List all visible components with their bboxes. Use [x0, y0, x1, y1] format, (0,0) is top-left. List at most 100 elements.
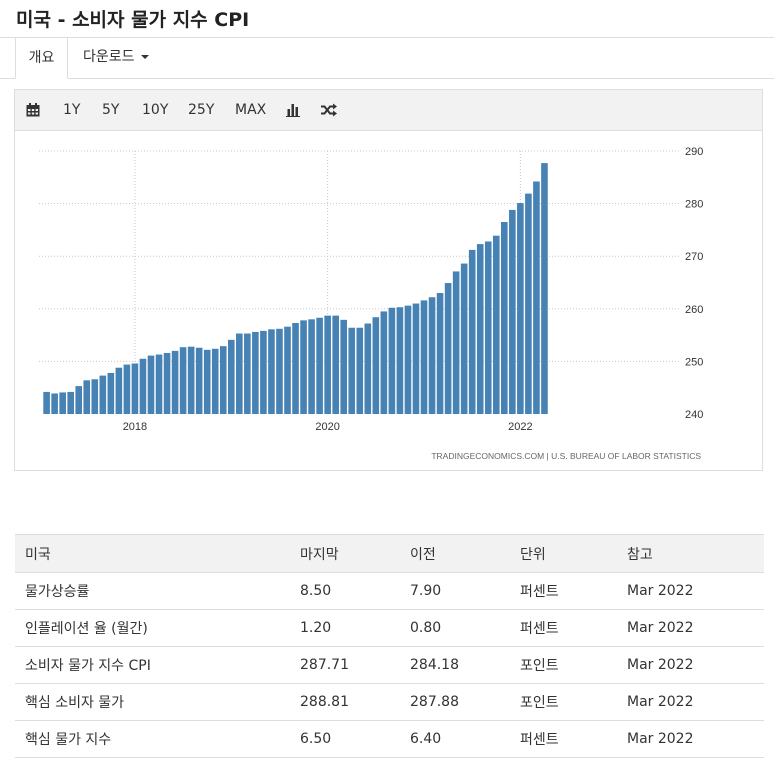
cpi-bar[interactable]: [147, 355, 155, 414]
column-header-previous: 이전: [400, 534, 510, 573]
last-value: 6.50: [290, 720, 400, 758]
cpi-bar[interactable]: [51, 393, 58, 414]
cpi-bar[interactable]: [236, 333, 243, 414]
cpi-bar[interactable]: [163, 352, 171, 414]
cpi-bar-chart: 240 250 260 270 280 290 2018 2020 2022 TRADINGEC…: [39, 146, 703, 461]
indicator-link[interactable]: 핵심 물가 지수: [25, 732, 112, 748]
shuffle-icon[interactable]: [321, 90, 337, 130]
cpi-bar[interactable]: [67, 391, 74, 414]
range-max-button[interactable]: MAX: [235, 102, 267, 118]
last-value: 288.81: [290, 683, 400, 721]
cpi-bar[interactable]: [396, 307, 404, 414]
table-row: 물가상승률 8.50 7.90 퍼센트 Mar 2022: [15, 572, 764, 610]
cpi-bar[interactable]: [260, 330, 267, 414]
cpi-bar[interactable]: [155, 354, 163, 414]
cpi-bar[interactable]: [404, 305, 412, 414]
cpi-bar[interactable]: [203, 349, 211, 414]
indicator-link[interactable]: 인플레이션 율 (월간): [25, 621, 148, 637]
cpi-bar[interactable]: [324, 315, 331, 414]
range-25y-button[interactable]: 25Y: [188, 102, 215, 118]
cpi-bar[interactable]: [75, 386, 83, 414]
cpi-bar[interactable]: [541, 163, 548, 414]
cpi-bar[interactable]: [348, 327, 356, 414]
cpi-bar[interactable]: [372, 317, 380, 414]
cpi-bar[interactable]: [268, 329, 275, 414]
cpi-bar[interactable]: [501, 222, 508, 414]
cpi-bar[interactable]: [420, 300, 428, 414]
cpi-bar[interactable]: [43, 391, 50, 414]
calendar-icon[interactable]: [26, 90, 40, 130]
tab-download[interactable]: 다운로드: [83, 37, 149, 79]
previous-value: 284.18: [400, 646, 510, 684]
cpi-bar[interactable]: [492, 235, 500, 414]
last-value: 287.71: [290, 646, 400, 684]
cpi-bar[interactable]: [468, 249, 476, 414]
cpi-bar[interactable]: [484, 241, 492, 414]
tab-overview[interactable]: 개요: [15, 37, 68, 79]
table-row: 핵심 소비자 물가 288.81 287.88 포인트 Mar 2022: [15, 683, 764, 721]
cpi-bar[interactable]: [99, 375, 107, 414]
unit: 포인트: [510, 646, 617, 684]
indicator-link[interactable]: 소비자 물가 지수 CPI: [25, 658, 151, 674]
cpi-bar[interactable]: [300, 320, 307, 414]
indicator-link[interactable]: 핵심 소비자 물가: [25, 695, 125, 711]
cpi-bar[interactable]: [509, 209, 516, 414]
cpi-bar[interactable]: [332, 315, 339, 414]
cpi-bar[interactable]: [452, 271, 460, 414]
cpi-bar[interactable]: [460, 263, 468, 414]
indicator-name[interactable]: 물가상승률: [15, 572, 290, 610]
cpi-bar[interactable]: [107, 372, 115, 414]
reference-date: Mar 2022: [617, 609, 764, 647]
cpi-bar[interactable]: [187, 346, 195, 414]
cpi-bar[interactable]: [227, 339, 235, 414]
y-tick-label: 260: [685, 304, 703, 316]
cpi-bar[interactable]: [517, 203, 524, 414]
cpi-bar[interactable]: [340, 319, 348, 414]
cpi-bar[interactable]: [276, 328, 283, 414]
tab-bar: 개요 다운로드: [0, 37, 774, 79]
range-10y-button[interactable]: 10Y: [142, 102, 169, 118]
cpi-bar[interactable]: [388, 307, 396, 414]
cpi-bar[interactable]: [308, 319, 315, 414]
range-1y-button[interactable]: 1Y: [63, 102, 81, 118]
cpi-bar[interactable]: [356, 327, 364, 414]
cpi-bar[interactable]: [83, 380, 91, 414]
cpi-bar[interactable]: [211, 348, 219, 414]
cpi-bar[interactable]: [59, 392, 66, 414]
indicators-table: 미국 마지막 이전 단위 참고 물가상승률 8.50 7.90 퍼센트 Mar …: [15, 534, 764, 758]
chart-toolbar: 1Y 5Y 10Y 25Y MAX: [15, 90, 762, 131]
cpi-bar[interactable]: [219, 346, 227, 414]
cpi-bar[interactable]: [412, 303, 420, 414]
cpi-bar[interactable]: [380, 311, 388, 414]
cpi-bar[interactable]: [284, 326, 291, 414]
cpi-bar[interactable]: [525, 193, 532, 414]
range-5y-button[interactable]: 5Y: [102, 102, 120, 118]
column-header-unit: 단위: [510, 534, 617, 573]
tab-download-label: 다운로드: [83, 49, 135, 65]
cpi-bar[interactable]: [252, 331, 259, 414]
cpi-bar[interactable]: [316, 317, 323, 414]
indicator-name[interactable]: 소비자 물가 지수 CPI: [15, 646, 290, 684]
cpi-bar[interactable]: [476, 244, 484, 414]
cpi-bar[interactable]: [436, 293, 444, 414]
cpi-bar[interactable]: [123, 364, 131, 414]
cpi-bar[interactable]: [244, 333, 251, 414]
cpi-bar[interactable]: [428, 297, 436, 414]
cpi-bar[interactable]: [292, 323, 299, 414]
indicator-name[interactable]: 핵심 물가 지수: [15, 720, 290, 758]
cpi-bar[interactable]: [364, 323, 372, 414]
cpi-bar[interactable]: [171, 350, 179, 414]
cpi-bar[interactable]: [139, 358, 147, 414]
cpi-bar[interactable]: [131, 363, 139, 415]
cpi-bar[interactable]: [91, 379, 99, 414]
bar-chart-icon[interactable]: [286, 90, 300, 130]
indicator-name[interactable]: 인플레이션 율 (월간): [15, 609, 290, 647]
cpi-bar[interactable]: [444, 283, 452, 414]
cpi-bar[interactable]: [115, 367, 123, 414]
cpi-bar[interactable]: [179, 347, 187, 414]
y-tick-label: 290: [685, 146, 703, 158]
indicator-name[interactable]: 핵심 소비자 물가: [15, 683, 290, 721]
cpi-bar[interactable]: [195, 347, 203, 414]
indicator-link[interactable]: 물가상승률: [25, 584, 90, 600]
cpi-bar[interactable]: [533, 181, 540, 414]
